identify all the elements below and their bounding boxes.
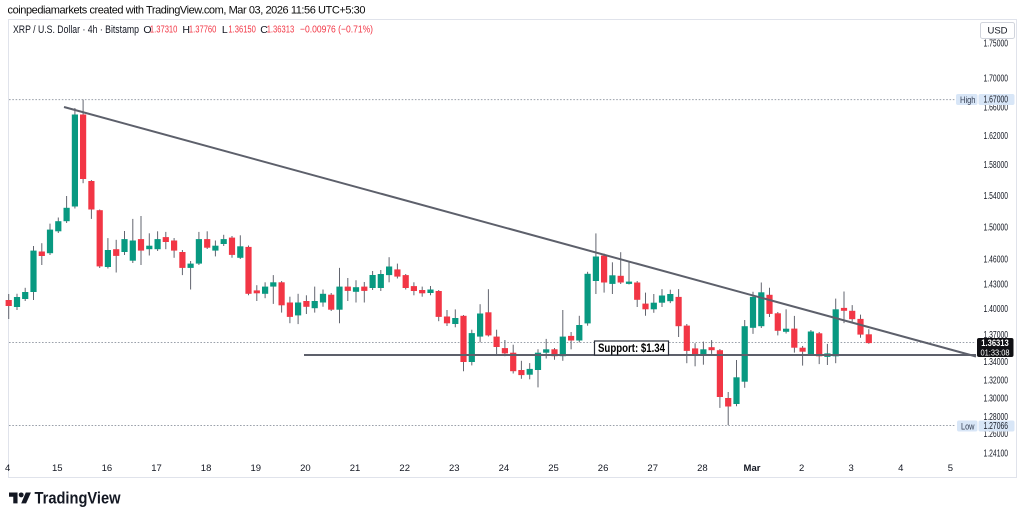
svg-text:coinpediamarkets created with: coinpediamarkets created with TradingVie… <box>8 5 366 17</box>
svg-text:4: 4 <box>5 463 10 474</box>
svg-text:XRP / U.S. Dollar · 4h · Bitst: XRP / U.S. Dollar · 4h · Bitstamp <box>13 24 139 36</box>
svg-text:2: 2 <box>799 463 804 474</box>
svg-text:17: 17 <box>151 463 162 474</box>
svg-text:USD: USD <box>987 26 1007 37</box>
svg-text:25: 25 <box>548 463 559 474</box>
svg-text:C: C <box>260 24 268 36</box>
svg-text:1.27066: 1.27066 <box>984 421 1009 432</box>
svg-text:23: 23 <box>449 463 460 474</box>
svg-text:1.30000: 1.30000 <box>984 394 1009 405</box>
svg-text:26: 26 <box>598 463 609 474</box>
svg-text:Support: $1.34: Support: $1.34 <box>598 343 665 355</box>
svg-text:1.37760: 1.37760 <box>189 25 217 36</box>
svg-text:Mar: Mar <box>744 463 761 474</box>
svg-text:1.36313: 1.36313 <box>981 338 1009 349</box>
svg-text:High: High <box>960 95 976 105</box>
svg-text:1.50000: 1.50000 <box>984 223 1009 234</box>
svg-text:20: 20 <box>300 463 311 474</box>
svg-text:3: 3 <box>849 463 854 474</box>
svg-text:1.37000: 1.37000 <box>984 330 1009 341</box>
svg-text:−0.00976 (−0.71%): −0.00976 (−0.71%) <box>300 25 373 36</box>
svg-text:1.36313: 1.36313 <box>267 25 295 36</box>
svg-text:1.70000: 1.70000 <box>984 73 1009 84</box>
svg-text:1.67000: 1.67000 <box>984 94 1009 105</box>
svg-text:1.62000: 1.62000 <box>984 131 1009 142</box>
svg-text:28: 28 <box>697 463 708 474</box>
svg-text:15: 15 <box>52 463 63 474</box>
svg-text:19: 19 <box>251 463 262 474</box>
svg-text:1.24100: 1.24100 <box>984 448 1009 459</box>
svg-text:1.75000: 1.75000 <box>984 39 1009 50</box>
svg-text:5: 5 <box>948 463 953 474</box>
svg-text:22: 22 <box>399 463 410 474</box>
svg-text:21: 21 <box>350 463 361 474</box>
svg-text:1.43000: 1.43000 <box>984 280 1009 291</box>
svg-text:1.28000: 1.28000 <box>984 412 1009 423</box>
svg-text:16: 16 <box>102 463 113 474</box>
svg-text:1.66000: 1.66000 <box>984 103 1009 114</box>
svg-text:27: 27 <box>647 463 658 474</box>
svg-text:1.26000: 1.26000 <box>984 429 1009 440</box>
svg-text:1.36150: 1.36150 <box>228 25 256 36</box>
svg-text:1.58000: 1.58000 <box>984 160 1009 171</box>
svg-text:Low: Low <box>961 421 975 431</box>
svg-text:TradingView: TradingView <box>35 489 122 508</box>
svg-text:4: 4 <box>898 463 903 474</box>
svg-text:1.46000: 1.46000 <box>984 254 1009 265</box>
svg-text:L: L <box>222 24 228 36</box>
svg-text:18: 18 <box>201 463 212 474</box>
svg-text:1.32000: 1.32000 <box>984 376 1009 387</box>
svg-text:01:33:08: 01:33:08 <box>981 348 1010 358</box>
svg-text:1.37310: 1.37310 <box>150 25 178 36</box>
svg-text:1.40000: 1.40000 <box>984 304 1009 315</box>
svg-text:1.54000: 1.54000 <box>984 191 1009 202</box>
svg-text:24: 24 <box>499 463 510 474</box>
svg-text:O: O <box>143 24 151 36</box>
svg-text:H: H <box>182 24 190 36</box>
svg-text:1.34000: 1.34000 <box>984 357 1009 368</box>
